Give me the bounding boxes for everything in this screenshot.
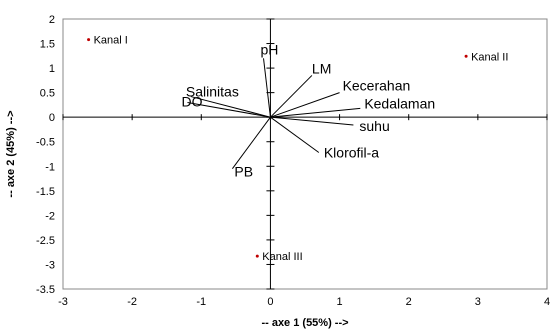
point-label: Kanal III <box>262 251 302 263</box>
point-label: Kanal I <box>94 35 128 47</box>
y-tick-label: -3.5 <box>36 284 55 296</box>
x-tick-label: -3 <box>58 296 68 308</box>
x-tick-label: 1 <box>337 296 343 308</box>
vector-line <box>187 101 271 118</box>
y-tick-label: 1 <box>49 63 55 75</box>
y-tick-label: -1 <box>45 161 55 173</box>
vector-label: LM <box>312 60 331 76</box>
y-tick-label: 0.5 <box>40 88 55 100</box>
y-tick-label: 0 <box>49 112 55 124</box>
x-tick-label: 2 <box>406 296 412 308</box>
data-point <box>87 38 91 42</box>
plot-border <box>62 18 548 290</box>
vector-line <box>270 116 354 126</box>
x-tick-label: 3 <box>475 296 481 308</box>
y-tick-label: 2 <box>49 14 55 26</box>
data-point <box>255 254 259 258</box>
y-axis-label: -- axe 2 (45%) --> <box>5 110 17 197</box>
y-tick-label: 1.5 <box>40 39 55 51</box>
point-label: Kanal II <box>471 51 508 63</box>
vector-label: Salinitas <box>186 84 239 100</box>
vector-label: pH <box>261 41 279 57</box>
x-tick-label: -1 <box>196 296 206 308</box>
vector-line <box>190 96 271 118</box>
vector-label: DO <box>181 93 202 109</box>
x-tick-label: 4 <box>544 296 550 308</box>
y-tick-label: -2 <box>45 210 55 222</box>
vector-label: Kedalaman <box>364 95 435 111</box>
vector-line <box>231 116 271 170</box>
vector-line <box>270 107 361 118</box>
y-tick-label: -0.5 <box>36 137 55 149</box>
vector-label: Kecerahan <box>343 78 411 94</box>
data-point <box>464 54 468 58</box>
y-axis: 2 1.5 1 0.5 0 -0.5 -1 -1.5 -2 -2.5 -3 -3.5 <box>36 14 55 296</box>
x-tick-label: 0 <box>267 296 273 308</box>
vector-line <box>270 75 313 118</box>
vector-line <box>270 116 320 153</box>
vector-line <box>270 92 340 118</box>
vector-label: PB <box>234 164 253 180</box>
y-tick-label: -2.5 <box>36 235 55 247</box>
vector-line <box>263 58 271 118</box>
x-axis-label: -- axe 1 (55%) --> <box>261 317 348 329</box>
x-axis: -3 -2 -1 0 1 2 3 4 <box>58 296 550 308</box>
y-tick-label: -3 <box>45 259 55 271</box>
plot-frame <box>62 18 548 290</box>
vector-label: suhu <box>359 118 389 134</box>
observation-points: Kanal I Kanal II Kanal III <box>87 35 508 263</box>
vector-label: Klorofil-a <box>324 145 379 161</box>
y-tick-label: -1.5 <box>36 186 55 198</box>
x-tick-label: -2 <box>127 296 137 308</box>
origin-axes <box>62 18 548 290</box>
